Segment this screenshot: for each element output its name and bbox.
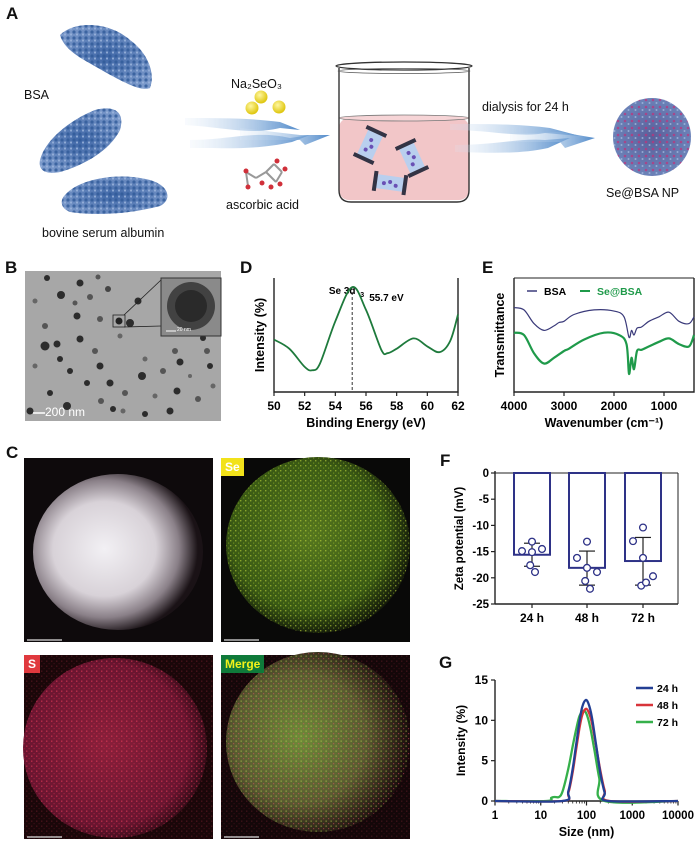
svg-text:4000: 4000 bbox=[501, 399, 528, 413]
svg-text:Transmittance: Transmittance bbox=[493, 293, 507, 378]
svg-text:72 h: 72 h bbox=[657, 717, 678, 729]
svg-text:58: 58 bbox=[390, 399, 404, 413]
svg-text:100: 100 bbox=[577, 810, 596, 822]
eds-tag-merge: Merge bbox=[221, 655, 265, 673]
svg-text:48 h: 48 h bbox=[575, 611, 599, 625]
panel-c-label: C bbox=[6, 443, 19, 462]
svg-text:72 h: 72 h bbox=[631, 611, 655, 625]
svg-text:3: 3 bbox=[360, 292, 364, 299]
svg-text:24 h: 24 h bbox=[520, 611, 544, 625]
svg-text:3000: 3000 bbox=[551, 399, 578, 413]
svg-text:10: 10 bbox=[534, 810, 547, 822]
panel-a-label: A bbox=[6, 4, 19, 23]
eds-tag-s: S bbox=[24, 655, 41, 673]
svg-text:-25: -25 bbox=[472, 599, 489, 611]
svg-text:54: 54 bbox=[329, 399, 343, 413]
product-label: Se@BSA NP bbox=[606, 186, 680, 200]
eds-tile-merge bbox=[221, 652, 410, 839]
panel-g-label: G bbox=[439, 653, 453, 672]
svg-text:5: 5 bbox=[481, 754, 488, 768]
eds-tile-se bbox=[221, 457, 410, 642]
bsa-label: BSA bbox=[24, 88, 50, 102]
panel-b-label: B bbox=[5, 258, 18, 277]
svg-text:Se 3d: Se 3d bbox=[329, 286, 356, 297]
svg-text:-5: -5 bbox=[479, 494, 490, 506]
eds-tag-se: Se bbox=[221, 458, 244, 476]
main-scalebar-label: 200 nm bbox=[45, 405, 86, 419]
svg-text:Wavenumber (cm⁻¹): Wavenumber (cm⁻¹) bbox=[545, 416, 664, 430]
svg-text:62: 62 bbox=[451, 399, 465, 413]
selenite-spheres bbox=[245, 90, 286, 115]
svg-text:10: 10 bbox=[475, 713, 489, 727]
svg-text:Se@BSA: Se@BSA bbox=[597, 286, 643, 298]
svg-text:Zeta potential (mV): Zeta potential (mV) bbox=[454, 487, 466, 591]
svg-text:BSA: BSA bbox=[544, 286, 567, 298]
svg-text:1: 1 bbox=[492, 810, 499, 822]
reaction-arrow-1 bbox=[185, 118, 330, 149]
reaction-arrow-2 bbox=[450, 124, 595, 153]
svg-text:2000: 2000 bbox=[601, 399, 628, 413]
dialysis-step-label: dialysis for 24 h bbox=[482, 100, 569, 114]
svg-text:60: 60 bbox=[421, 399, 435, 413]
bsa-caption: bovine serum albumin bbox=[42, 226, 165, 240]
reagent-na2seo3: Na₂SeO₃ bbox=[231, 77, 282, 91]
svg-text:-20: -20 bbox=[472, 573, 489, 585]
svg-text:Size (nm): Size (nm) bbox=[559, 825, 615, 839]
svg-text:0: 0 bbox=[481, 794, 488, 808]
panel-e-label: E bbox=[482, 258, 494, 277]
beaker bbox=[335, 61, 473, 203]
tem-image bbox=[25, 271, 222, 421]
svg-text:-10: -10 bbox=[472, 520, 489, 532]
svg-text:24 h: 24 h bbox=[657, 683, 678, 695]
se-bsa-nanoparticle bbox=[613, 98, 691, 176]
svg-text:-15: -15 bbox=[472, 547, 489, 559]
svg-text:Intensity (%): Intensity (%) bbox=[253, 298, 267, 372]
panel-d-label: D bbox=[240, 258, 253, 277]
bsa-protein-structures bbox=[39, 24, 168, 214]
ascorbic-acid-molecule bbox=[243, 158, 288, 190]
svg-text:Intensity (%): Intensity (%) bbox=[454, 705, 468, 776]
svg-text:56: 56 bbox=[359, 399, 373, 413]
inset-scalebar-label: 20 nm bbox=[177, 327, 191, 333]
svg-text:52: 52 bbox=[298, 399, 312, 413]
svg-text:10000: 10000 bbox=[662, 810, 694, 822]
svg-text:0: 0 bbox=[483, 468, 489, 480]
svg-text:55.7 eV: 55.7 eV bbox=[369, 293, 404, 304]
panel-a-schematic bbox=[39, 24, 691, 214]
eds-tile-s bbox=[23, 655, 213, 839]
svg-text:1000: 1000 bbox=[619, 810, 645, 822]
svg-text:50: 50 bbox=[267, 399, 281, 413]
reagent-ascorbic-acid: ascorbic acid bbox=[226, 198, 299, 212]
svg-text:48 h: 48 h bbox=[657, 700, 678, 712]
panel-f-label: F bbox=[440, 451, 451, 470]
svg-text:1000: 1000 bbox=[651, 399, 678, 413]
svg-text:15: 15 bbox=[475, 673, 489, 687]
svg-text:Binding Energy (eV): Binding Energy (eV) bbox=[306, 416, 425, 430]
eds-tile-haadf bbox=[24, 458, 213, 642]
